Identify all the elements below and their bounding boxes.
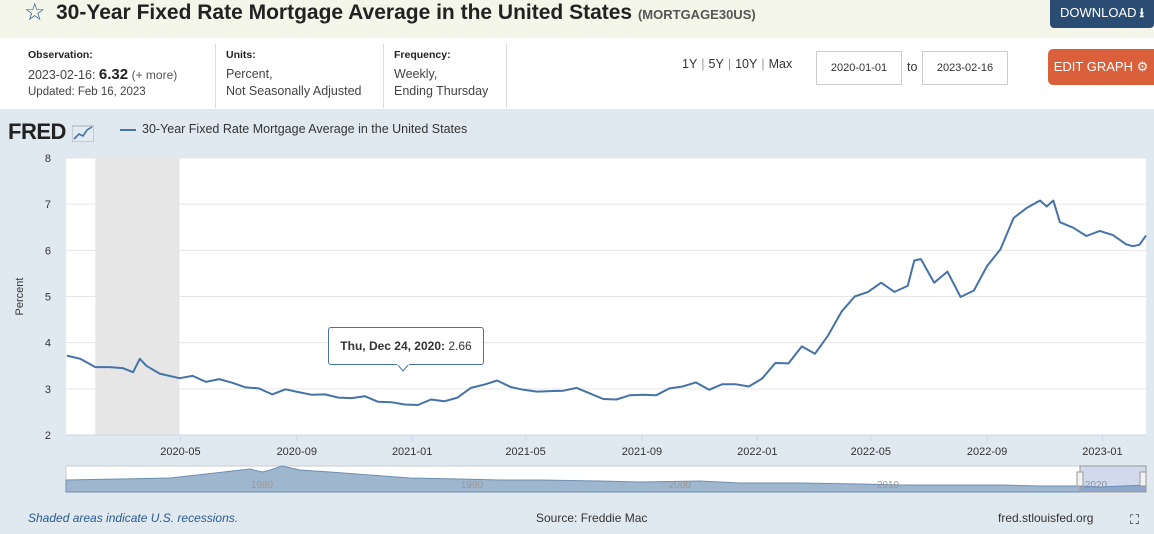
observation-label: Observation:: [28, 49, 93, 61]
observation-date: 2023-02-16:: [28, 68, 96, 82]
source-note: Source: Freddie Mac: [536, 511, 648, 525]
navigator-area: [65, 465, 1147, 493]
navigator-label: 2020: [1085, 480, 1108, 491]
range-separator: |: [761, 57, 765, 71]
chart-panel: 2 3 4 5 6 7 8 Percent 2020-05 2020-09 2021-01 2021-…: [0, 109, 1154, 534]
x-tick-label: 2022-01: [737, 446, 777, 458]
y-tick-label: 6: [45, 245, 51, 257]
units-line-2: Not Seasonally Adjusted: [226, 84, 362, 98]
navigator-label: 2010: [877, 480, 900, 491]
star-outline-icon[interactable]: ☆: [24, 0, 46, 26]
edit-graph-button[interactable]: EDIT GRAPH ⚙: [1048, 49, 1154, 85]
download-icon: ⭳: [1139, 5, 1145, 20]
navigator-label: 1990: [461, 480, 484, 491]
range-max-link[interactable]: Max: [768, 57, 793, 71]
range-separator: |: [701, 57, 705, 71]
meta-divider: [506, 44, 507, 108]
frequency-line-1: Weekly,: [394, 67, 438, 81]
x-tick-label: 2022-05: [851, 446, 891, 458]
units-label: Units:: [226, 49, 256, 61]
x-tick-label: 2023-01: [1082, 446, 1122, 458]
observation-block: Observation: 2023-02-16: 6.32 (+ more) U…: [28, 47, 177, 101]
fullscreen-icon[interactable]: ⛶: [1130, 512, 1140, 527]
tooltip-value: 2.66: [448, 339, 472, 353]
frequency-label: Frequency:: [394, 49, 451, 61]
frequency-line-2: Ending Thursday: [394, 84, 489, 98]
edit-graph-label: EDIT GRAPH: [1053, 59, 1133, 74]
fred-logo-text: FRED: [8, 119, 66, 144]
navigator-handle[interactable]: [1076, 471, 1084, 487]
x-tick-label: 2020-05: [160, 446, 200, 458]
y-tick-label: 4: [45, 338, 51, 350]
start-date-input[interactable]: 2020-01-01: [816, 51, 902, 85]
legend-swatch: [120, 128, 136, 131]
legend-label: 30-Year Fixed Rate Mortgage Average in t…: [142, 122, 468, 136]
meta-divider: [383, 44, 384, 108]
download-label: DOWNLOAD: [1059, 5, 1137, 20]
navigator-selection[interactable]: [1079, 465, 1147, 493]
x-tick-label: 2021-05: [505, 446, 545, 458]
range-links: 1Y | 5Y | 10Y | Max: [682, 57, 792, 71]
x-tick-label: 2021-01: [392, 446, 432, 458]
navigator-label: 1980: [251, 480, 274, 491]
range-10y-link[interactable]: 10Y: [735, 57, 758, 71]
range-1y-link[interactable]: 1Y: [682, 57, 698, 71]
fred-logo-graph-icon: [71, 125, 95, 143]
title-bar: ☆ 30-Year Fixed Rate Mortgage Average in…: [0, 0, 1154, 38]
site-link[interactable]: fred.stlouisfed.org: [998, 511, 1094, 525]
chart-legend[interactable]: 30-Year Fixed Rate Mortgage Average in t…: [120, 122, 467, 136]
y-axis-title: Percent: [14, 278, 26, 316]
observation-more-link[interactable]: (+ more): [131, 68, 178, 82]
gear-icon: ⚙: [1136, 59, 1149, 74]
frequency-block: Frequency: Weekly, Ending Thursday: [394, 47, 488, 100]
series-line: [66, 199, 1147, 406]
navigator-handle[interactable]: [1139, 471, 1147, 487]
chart-svg[interactable]: 2 3 4 5 6 7 8 Percent 2020-05 2020-09 2021-01 2021-…: [0, 109, 1154, 534]
x-tick-label: 2021-09: [622, 446, 662, 458]
navigator-label: 2000: [669, 480, 692, 491]
tooltip-date: Thu, Dec 24, 2020:: [340, 339, 445, 353]
y-tick-label: 7: [45, 199, 51, 211]
range-separator: |: [727, 57, 732, 71]
page-title: 30-Year Fixed Rate Mortgage Average in t…: [56, 1, 756, 25]
range-5y-link[interactable]: 5Y: [708, 57, 724, 71]
series-title: 30-Year Fixed Rate Mortgage Average in t…: [56, 1, 633, 24]
fred-logo: FRED: [8, 119, 95, 145]
observation-value: 6.32: [98, 66, 129, 83]
units-line-1: Percent,: [226, 67, 273, 81]
units-block: Units: Percent, Not Seasonally Adjusted: [226, 47, 362, 100]
x-tick-label: 2020-09: [277, 446, 317, 458]
tooltip-arrow: [397, 364, 409, 372]
end-date-input[interactable]: 2023-02-16: [922, 51, 1008, 85]
x-tick-label: 2022-09: [967, 446, 1007, 458]
series-id: (MORTGAGE30US): [637, 7, 756, 22]
download-button[interactable]: DOWNLOAD ⭳: [1050, 0, 1154, 28]
recession-note: Shaded areas indicate U.S. recessions.: [28, 511, 239, 525]
to-label: to: [907, 60, 918, 74]
meta-divider: [215, 44, 216, 108]
y-tick-label: 3: [45, 384, 51, 396]
y-tick-label: 8: [45, 153, 51, 165]
updated-date: Updated: Feb 16, 2023: [28, 86, 146, 98]
y-tick-label: 2: [45, 430, 51, 442]
y-tick-label: 5: [45, 292, 51, 304]
chart-tooltip: Thu, Dec 24, 2020: 2.66: [328, 327, 484, 365]
